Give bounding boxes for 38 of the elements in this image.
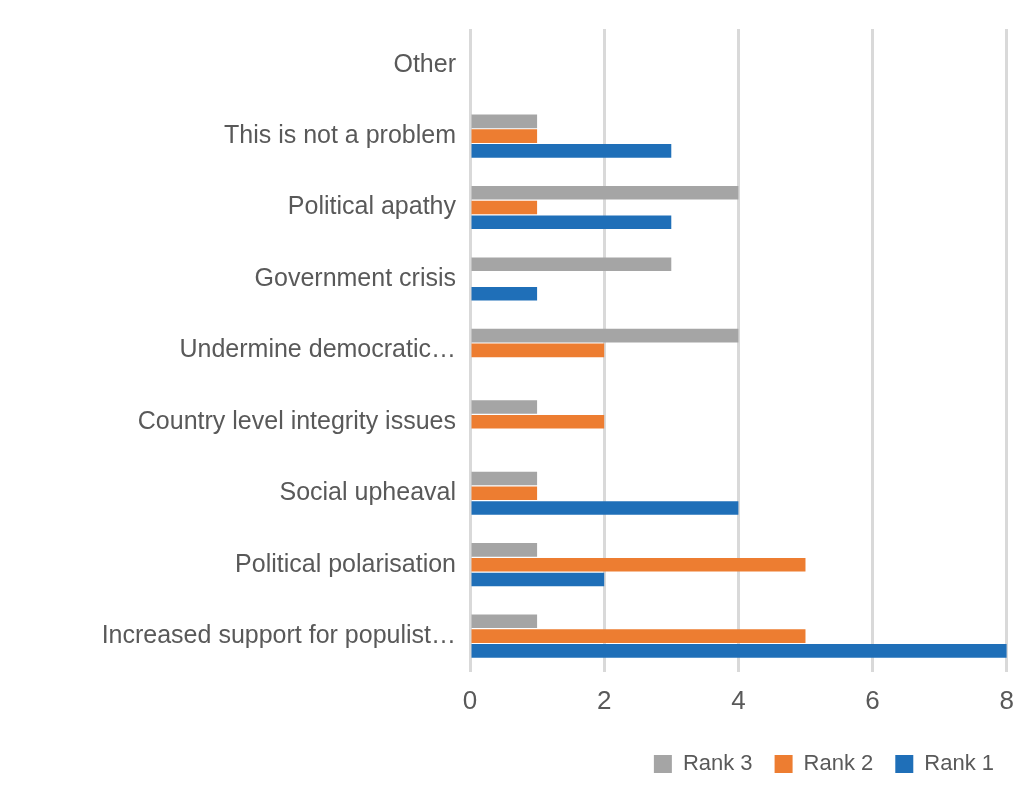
bar — [471, 144, 672, 158]
bar — [471, 543, 538, 557]
x-tick-label: 0 — [462, 684, 478, 715]
bar — [471, 400, 538, 414]
bar — [471, 200, 538, 215]
bar — [471, 186, 739, 200]
y-tick-label: Political polarisation — [235, 548, 456, 577]
bar — [471, 129, 538, 143]
x-tick-label: 4 — [731, 684, 746, 715]
x-tick-label: 2 — [596, 684, 612, 715]
bar — [471, 343, 605, 358]
y-tick-label: Other — [393, 48, 456, 77]
y-tick-label: Country level integrity issues — [137, 405, 456, 434]
y-tick-label: Political apathy — [287, 191, 457, 220]
bar — [471, 471, 538, 486]
x-tick-label: 8 — [999, 684, 1014, 715]
y-tick-label: Undermine democratic… — [179, 334, 456, 363]
bar — [471, 328, 739, 343]
bar — [471, 629, 806, 643]
bar — [471, 486, 538, 501]
bar — [471, 215, 672, 230]
x-tick-label: 6 — [865, 684, 880, 715]
bar — [471, 644, 1007, 658]
bar — [471, 572, 605, 587]
bar — [471, 501, 739, 515]
legend-label: Rank 1 — [924, 750, 995, 776]
y-tick-label: Social upheaval — [279, 477, 456, 506]
bar — [471, 286, 538, 301]
legend-label: Rank 2 — [803, 750, 874, 776]
bar — [471, 557, 806, 572]
bar — [471, 114, 538, 129]
bar — [471, 415, 605, 429]
bar — [471, 257, 672, 272]
legend-label: Rank 3 — [682, 750, 753, 776]
y-tick-label: This is not a problem — [223, 120, 456, 149]
y-tick-label: Government crisis — [254, 262, 456, 291]
bar — [471, 614, 538, 629]
y-tick-label: Increased support for populist… — [101, 619, 456, 648]
